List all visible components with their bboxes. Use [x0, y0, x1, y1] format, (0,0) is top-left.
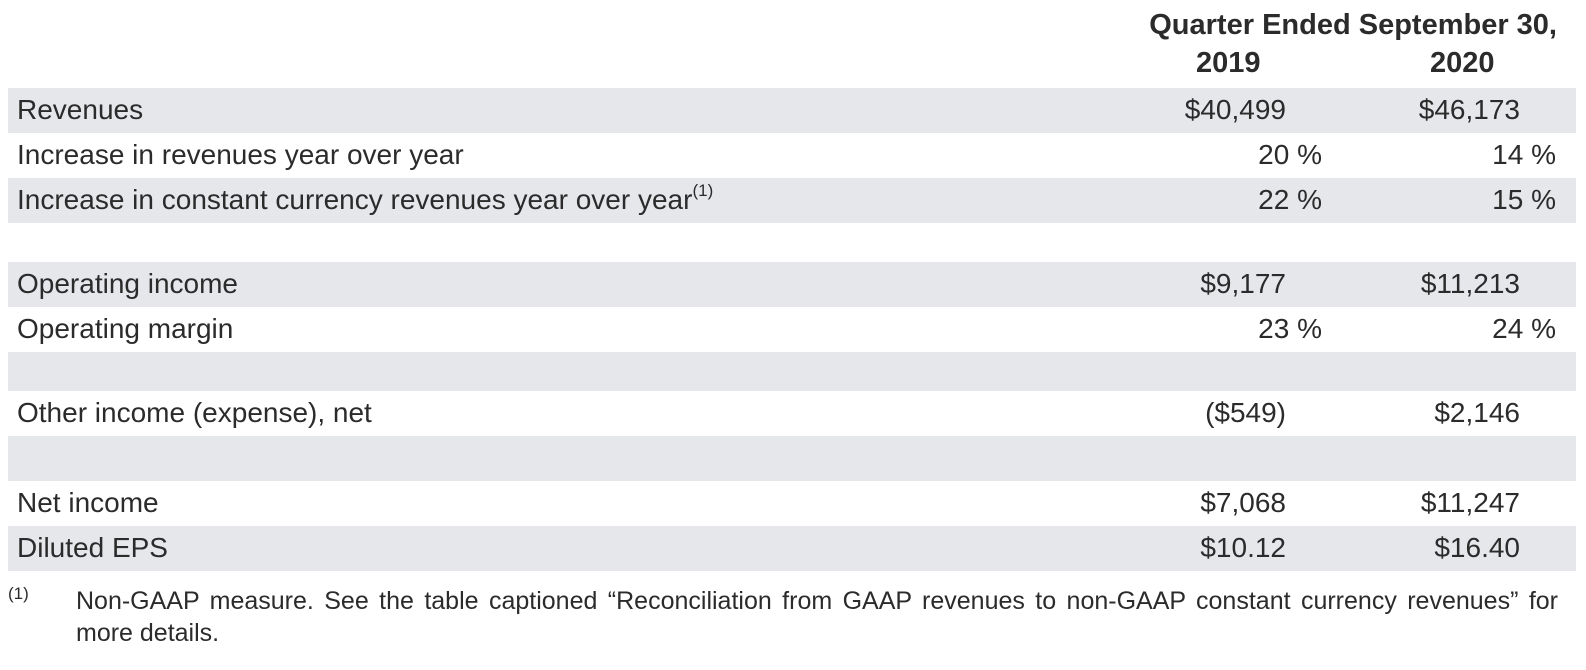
- value-2019: 22 %: [1258, 184, 1322, 215]
- value-2019: 20 %: [1258, 139, 1322, 170]
- value-2019: 23 %: [1258, 313, 1322, 344]
- value-2019: $7,068: [1200, 487, 1286, 518]
- table-row-net-income: Net income $7,068 $11,247: [8, 481, 1576, 526]
- footnote: (1) Non-GAAP measure. See the table capt…: [0, 578, 1586, 668]
- row-label: Increase in constant currency revenues y…: [17, 181, 714, 216]
- footnote-reference: (1): [692, 181, 714, 200]
- table-row-other-income: Other income (expense), net ($549) $2,14…: [8, 391, 1576, 436]
- spacer-row: [8, 223, 1576, 262]
- row-label: Diluted EPS: [17, 532, 168, 563]
- table-row-diluted-eps: Diluted EPS $10.12 $16.40: [8, 526, 1576, 571]
- footnote-text: Non-GAAP measure. See the table captione…: [76, 587, 1558, 647]
- spacer-row: [8, 436, 1576, 481]
- table-header: Quarter Ended September 30, 2019 2020: [0, 0, 1586, 88]
- value-2020: $16.40: [1434, 532, 1520, 563]
- year-2020-heading: 2020: [1430, 47, 1495, 79]
- table-row-revenues: Revenues $40,499 $46,173: [8, 88, 1576, 133]
- footnote-marker: (1): [8, 584, 29, 603]
- row-label: Other income (expense), net: [17, 397, 372, 428]
- table-row-revenue-growth: Increase in revenues year over year 20 %…: [8, 133, 1576, 178]
- value-2020: $11,247: [1420, 487, 1520, 518]
- value-2019: $9,177: [1200, 268, 1286, 299]
- financial-summary-table: Revenues $40,499 $46,173 Increase in rev…: [8, 88, 1576, 571]
- table-row-operating-margin: Operating margin 23 % 24 %: [8, 307, 1576, 352]
- value-2020: $11,213: [1420, 268, 1520, 299]
- spacer-row: [8, 352, 1576, 391]
- value-2020: 15 %: [1492, 184, 1556, 215]
- table-row-constant-currency-growth: Increase in constant currency revenues y…: [8, 178, 1576, 223]
- value-2020: $46,173: [1418, 94, 1520, 125]
- value-2019: ($549): [1205, 397, 1286, 428]
- row-label-text: Increase in constant currency revenues y…: [17, 184, 693, 215]
- period-heading: Quarter Ended September 30,: [1149, 9, 1557, 41]
- year-2019-heading: 2019: [1196, 47, 1261, 79]
- row-label: Revenues: [17, 94, 144, 125]
- row-label: Operating margin: [17, 313, 234, 344]
- value-2019: $10.12: [1200, 532, 1286, 563]
- table-row-operating-income: Operating income $9,177 $11,213: [8, 262, 1576, 307]
- row-label: Operating income: [17, 268, 239, 299]
- row-label: Increase in revenues year over year: [17, 139, 464, 170]
- row-label: Net income: [17, 487, 159, 518]
- value-2020: 14 %: [1492, 139, 1556, 170]
- value-2020: $2,146: [1434, 397, 1520, 428]
- value-2020: 24 %: [1492, 313, 1556, 344]
- value-2019: $40,499: [1184, 94, 1286, 125]
